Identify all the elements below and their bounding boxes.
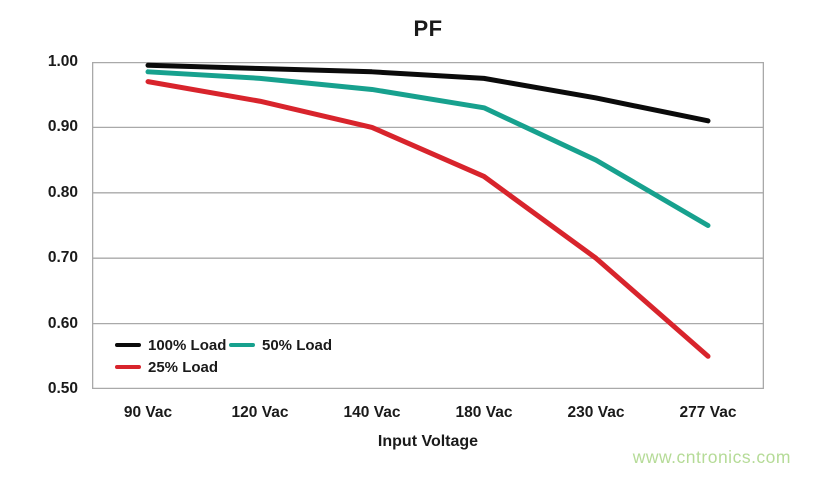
legend-label: 50% Load [262,336,333,354]
y-tick-label: 1.00 [47,53,78,70]
series-line-25-load [145,79,711,359]
series-line-100-load [145,62,711,124]
y-tick-label: 0.60 [47,314,78,332]
series-line-50-load [145,69,711,228]
y-tick-label: 0.70 [47,249,78,267]
x-tick-label: 277 Vac [679,404,737,421]
watermark: www.cntronics.com [632,447,791,467]
legend-label: 100% Load [148,336,227,354]
y-tick-label: 0.90 [47,118,78,136]
y-tick-label: 0.50 [47,380,78,397]
x-tick-label: 140 Vac [343,404,401,421]
legend: 100% Load 50% Load 25% Load [115,334,359,378]
plot-canvas [91,61,764,390]
legend-swatch-25-load [115,364,141,370]
legend-item-100-load: 100% Load [115,334,229,356]
x-axis-title: Input Voltage [377,433,479,450]
legend-swatch-100-load [115,342,141,348]
x-tick-label: 230 Vac [567,404,625,421]
chart-title: PF [413,16,443,41]
plot-area: 100% Load 50% Load 25% Load [91,61,764,390]
x-tick-label: 90 Vac [123,404,173,421]
legend-item-25-load: 25% Load [115,356,229,378]
y-tick-label: 0.80 [47,183,78,201]
legend-swatch-50-load [229,342,255,348]
legend-label: 25% Load [148,358,219,376]
legend-item-50-load: 50% Load [229,334,343,356]
x-tick-label: 180 Vac [455,404,513,421]
x-tick-label: 120 Vac [231,404,289,421]
